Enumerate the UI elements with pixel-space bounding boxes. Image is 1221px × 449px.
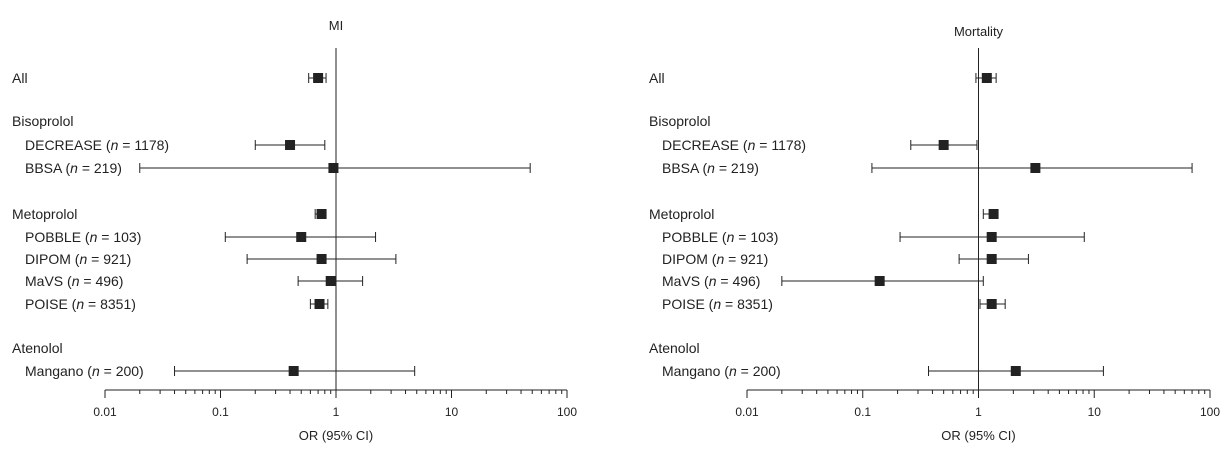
study-label-suffix: = 1178) [118, 137, 169, 153]
study-label-n: n [729, 363, 737, 379]
x-tick-label: 100 [557, 405, 577, 419]
study-label: POBBLE (n = 103) [25, 229, 141, 245]
x-tick-label: 1 [333, 405, 340, 419]
point-estimate [986, 232, 997, 242]
study-label-n: n [79, 251, 87, 267]
point-estimate [314, 299, 325, 309]
x-axis-title: OR (95% CI) [299, 428, 373, 443]
study-label-suffix: = 1178) [755, 137, 806, 153]
point-estimate [986, 254, 997, 264]
group-label: Bisoprolol [12, 113, 73, 129]
study-label-n: n [727, 229, 735, 245]
group-label: Bisoprolol [649, 113, 710, 129]
study-label-n: n [76, 296, 84, 312]
study-label: POISE (n = 8351) [25, 296, 136, 312]
x-tick-label: 10 [1088, 405, 1102, 419]
panel-mi: MI 0.01 0.1 1 10 100 OR (95% CI) All Bisoprolol D… [12, 18, 577, 443]
point-estimate [981, 73, 992, 83]
group-label: Metoprolol [649, 206, 714, 222]
study-label-suffix: = 496) [716, 273, 760, 289]
x-tick-label: 10 [445, 405, 459, 419]
x-tick-label: 0.1 [212, 405, 229, 419]
study-label: MaVS (n = 496) [25, 273, 123, 289]
panel-mortality: Mortality 0.01 0.1 1 10 100 OR (95% CI) All Biso… [649, 24, 1220, 443]
study-label: DECREASE (n = 1178) [662, 137, 806, 153]
study-label: Mangano (n = 200) [662, 363, 781, 379]
study-label-suffix: = 200) [737, 363, 781, 379]
x-tick-label: 0.1 [854, 405, 871, 419]
study-label-prefix: DECREASE ( [25, 137, 111, 153]
group-label: Atenolol [12, 340, 63, 356]
study-label-prefix: DIPOM ( [25, 251, 80, 267]
study-label: Mangano (n = 200) [25, 363, 144, 379]
study-label-suffix: = 219) [715, 160, 759, 176]
study-label-prefix: MaVS ( [662, 273, 709, 289]
study-label-n: n [72, 273, 80, 289]
point-estimate [296, 232, 307, 242]
study-label-prefix: Mangano ( [662, 363, 729, 379]
study-label-n: n [716, 251, 724, 267]
study-label-n: n [713, 296, 721, 312]
study-label-prefix: POISE ( [662, 296, 714, 312]
study-label-n: n [70, 160, 78, 176]
study-label-suffix: = 103) [734, 229, 778, 245]
study-label: DECREASE (n = 1178) [25, 137, 169, 153]
x-tick-label: 100 [1200, 405, 1220, 419]
study-label-n: n [709, 273, 717, 289]
point-estimate [1010, 366, 1021, 376]
x-tick-label: 1 [975, 405, 982, 419]
study-label-suffix: = 921) [87, 251, 131, 267]
study-label-prefix: POBBLE ( [662, 229, 727, 245]
point-estimate [313, 73, 324, 83]
study-label-prefix: DECREASE ( [662, 137, 748, 153]
study-label-prefix: Mangano ( [25, 363, 92, 379]
pooled-point-estimate [988, 209, 999, 219]
point-estimate [1030, 163, 1041, 173]
study-label-prefix: BBSA ( [25, 160, 70, 176]
study-label: BBSA (n = 219) [25, 160, 122, 176]
study-label-n: n [707, 160, 715, 176]
study-label-suffix: = 8351) [721, 296, 773, 312]
study-label-n: n [92, 363, 100, 379]
pooled-point-estimate [316, 209, 327, 219]
chart-title: Mortality [954, 24, 1004, 39]
point-estimate [325, 276, 336, 286]
study-label: All [649, 70, 665, 86]
point-estimate [986, 299, 997, 309]
study-label-prefix: POBBLE ( [25, 229, 90, 245]
study-label-suffix: = 103) [97, 229, 141, 245]
study-label: POISE (n = 8351) [662, 296, 773, 312]
study-label: DIPOM (n = 921) [25, 251, 131, 267]
study-label-suffix: = 921) [724, 251, 768, 267]
study-label: DIPOM (n = 921) [662, 251, 768, 267]
x-tick-label: 0.01 [93, 405, 117, 419]
study-label-prefix: BBSA ( [662, 160, 707, 176]
point-estimate [874, 276, 885, 286]
study-label: BBSA (n = 219) [662, 160, 759, 176]
point-estimate [938, 140, 949, 150]
group-label: Atenolol [649, 340, 700, 356]
study-label-prefix: MaVS ( [25, 273, 72, 289]
study-label-suffix: = 219) [78, 160, 122, 176]
x-axis-title: OR (95% CI) [941, 428, 1015, 443]
study-label-n: n [90, 229, 98, 245]
point-estimate [288, 366, 299, 376]
study-label-suffix: = 8351) [84, 296, 136, 312]
study-label-prefix: POISE ( [25, 296, 77, 312]
group-label: Metoprolol [12, 206, 77, 222]
study-label-n: n [748, 137, 756, 153]
study-label: All [12, 70, 28, 86]
study-label-suffix: = 496) [79, 273, 123, 289]
x-tick-label: 0.01 [735, 405, 759, 419]
study-label-n: n [111, 137, 119, 153]
study-label-prefix: DIPOM ( [662, 251, 717, 267]
point-estimate [328, 163, 339, 173]
study-label: POBBLE (n = 103) [662, 229, 778, 245]
study-label-suffix: = 200) [100, 363, 144, 379]
study-label: MaVS (n = 496) [662, 273, 760, 289]
point-estimate [316, 254, 327, 264]
chart-title: MI [329, 18, 343, 33]
point-estimate [285, 140, 296, 150]
